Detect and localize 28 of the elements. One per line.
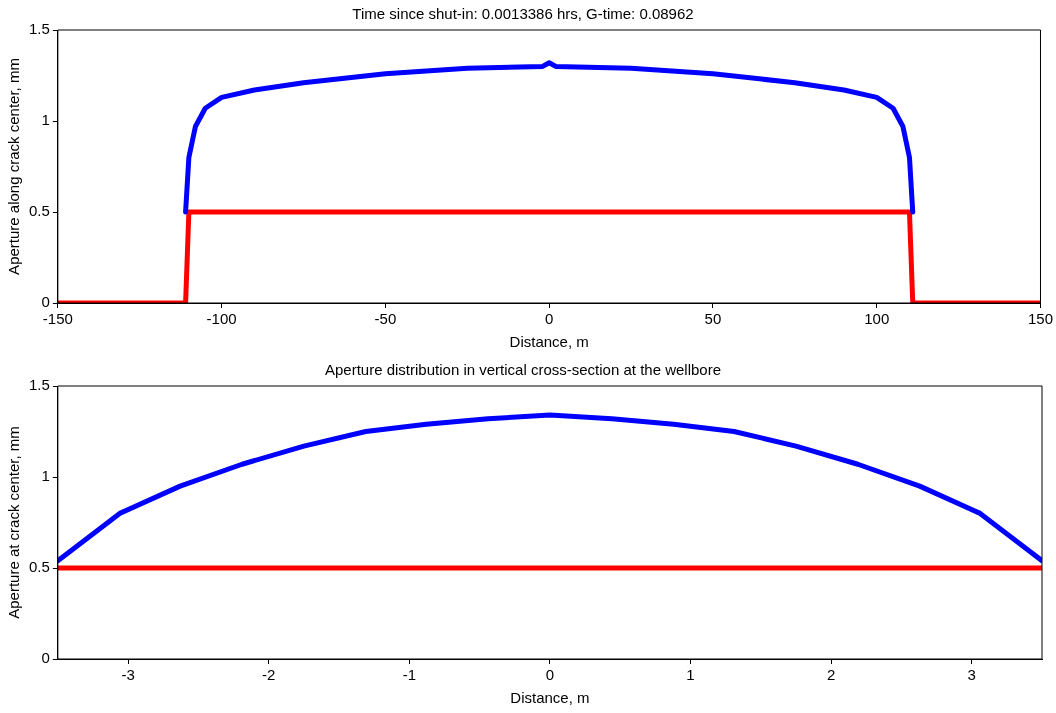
chart-title: Aperture distribution in vertical cross-section at the wellbore (324, 361, 722, 379)
x-tick-label: 50 (704, 310, 722, 328)
x-tick-label: -3 (121, 666, 135, 684)
y-axis-title: Aperture at crack center, mm (5, 426, 23, 619)
x-tick-label: 0 (545, 666, 555, 684)
x-tick-label: -100 (206, 310, 237, 328)
y-tick-label: 0 (41, 293, 50, 311)
x-tick-label: 2 (826, 666, 836, 684)
y-tick-label: 0 (41, 649, 50, 667)
y-axis-title: Aperture along crack center, mm (5, 58, 23, 275)
y-tick-label: 0.5 (28, 558, 50, 576)
x-tick-label: 0 (545, 310, 554, 328)
x-tick-label: 150 (1027, 310, 1053, 328)
x-tick-label: -1 (402, 666, 417, 684)
chart-title: Time since shut-in: 0.0013386 hrs, G-time: 0.08962 (352, 5, 694, 23)
x-tick-label: -50 (374, 310, 397, 328)
x-tick-label: 3 (967, 666, 976, 684)
x-axis-title: Distance, m (510, 689, 590, 707)
y-tick-label: 1.5 (28, 376, 50, 394)
y-tick-label: 1 (41, 467, 50, 485)
y-tick-label: 1.5 (28, 20, 50, 38)
x-tick-label: -150 (42, 310, 73, 328)
x-tick-label: 100 (864, 310, 890, 328)
x-tick-label: -2 (262, 666, 276, 684)
x-axis-title: Distance, m (509, 333, 589, 351)
y-tick-label: 1 (41, 111, 50, 129)
y-tick-label: 0.5 (28, 202, 50, 220)
x-tick-label: 1 (686, 666, 695, 684)
